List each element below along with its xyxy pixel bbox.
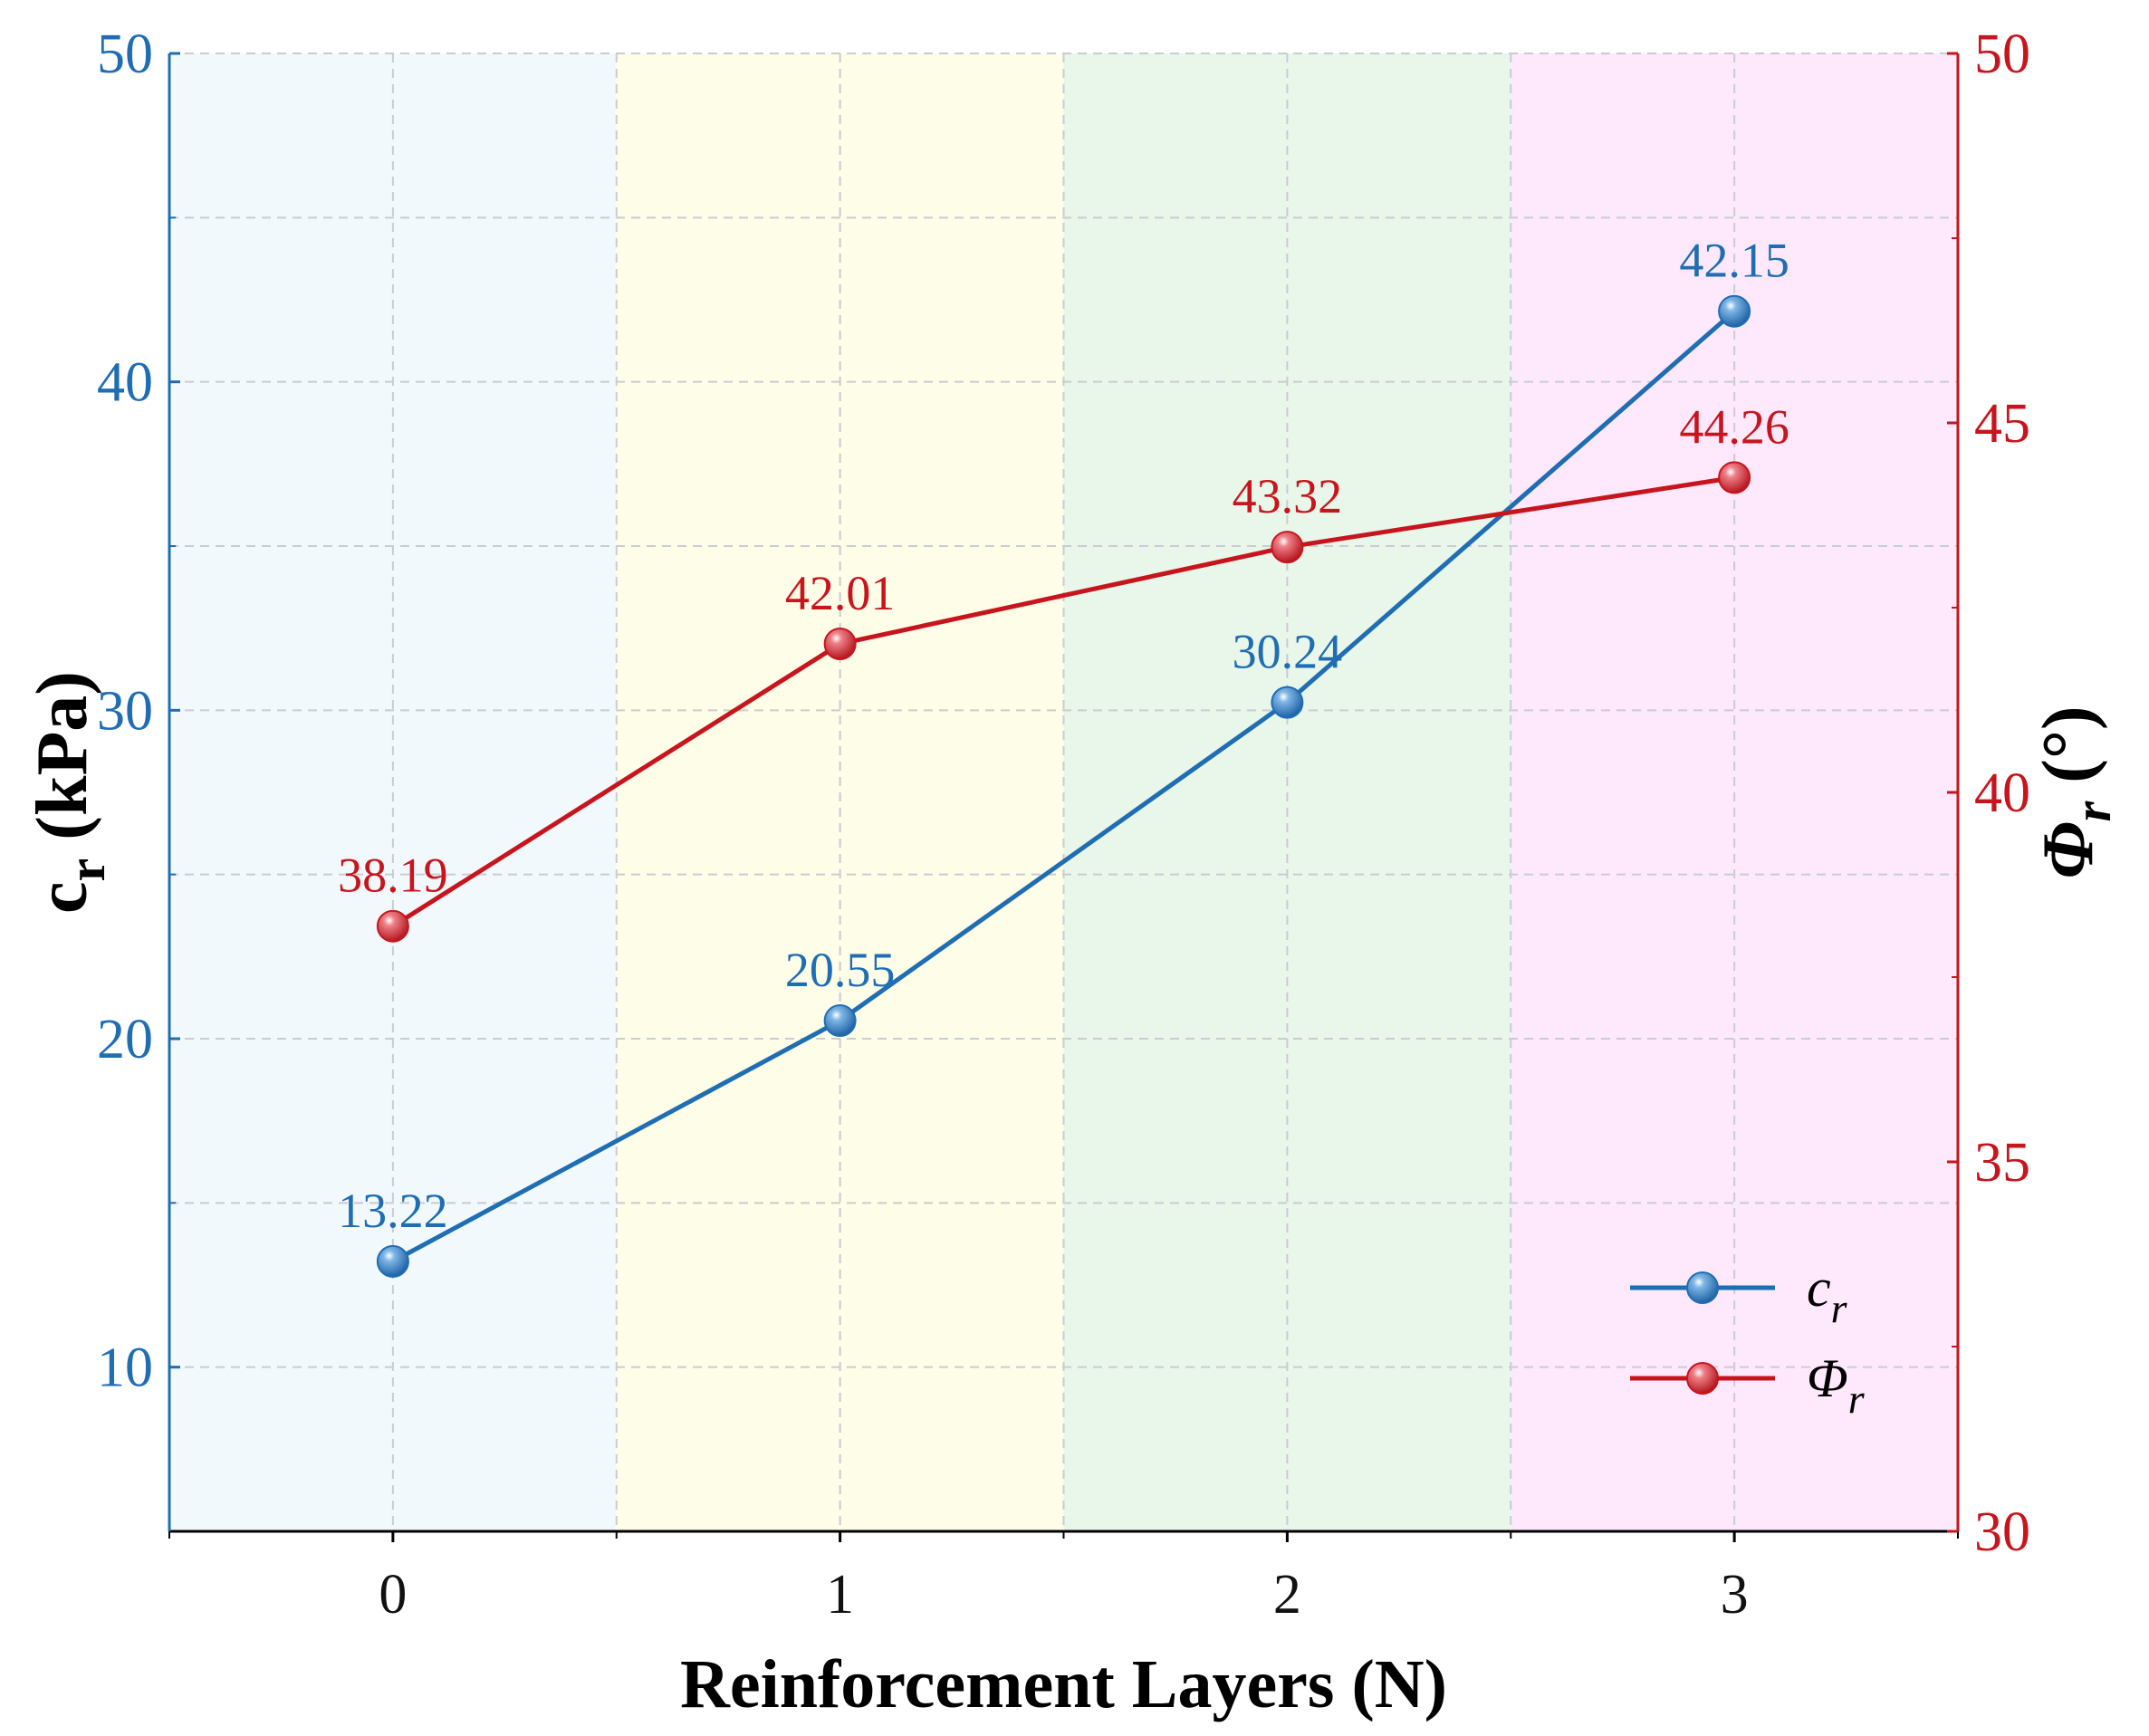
data-label-0-1: 20.55 — [785, 943, 896, 997]
data-label-0-3: 42.15 — [1679, 234, 1789, 288]
legend-label-0: cr — [1807, 1258, 1848, 1331]
left-tick-label: 50 — [97, 24, 153, 85]
left-axis-title: cr (kPa) — [23, 671, 116, 914]
legend-marker-1 — [1686, 1362, 1719, 1395]
x-tick-label: 3 — [1721, 1564, 1749, 1626]
data-point-0-3 — [1718, 294, 1751, 328]
left-tick-label: 30 — [97, 680, 153, 742]
legend: cr Φr — [1630, 1258, 1866, 1422]
right-tick-label: 35 — [1974, 1132, 2030, 1194]
series-line-0 — [391, 309, 1736, 1264]
axis-titles: Reinforcement Layers (N) cr (kPa) Φr (°) — [23, 671, 2122, 1722]
series-line-1 — [391, 475, 1735, 928]
data-point-0-2 — [1271, 686, 1304, 719]
data-point-0-0 — [376, 1244, 409, 1278]
data-point-1-2 — [1271, 531, 1304, 564]
right-tick-label: 40 — [1974, 762, 2030, 824]
data-point-1-0 — [376, 909, 409, 943]
data-point-1-1 — [823, 627, 857, 660]
series-markers — [376, 294, 1751, 1278]
right-tick-label: 50 — [1974, 24, 2030, 85]
x-tick-label: 1 — [826, 1564, 854, 1626]
data-label-0-2: 30.24 — [1233, 625, 1343, 679]
axes: 0 1 2 3 10 20 30 40 50 30 35 40 45 50 — [97, 24, 2030, 1626]
right-tick-label: 30 — [1974, 1501, 2030, 1563]
series-lines — [391, 309, 1736, 1264]
data-label-0-0: 13.22 — [338, 1184, 448, 1238]
x-tick-label: 2 — [1273, 1564, 1301, 1626]
data-label-1-1: 42.01 — [785, 566, 896, 620]
left-tick-label: 10 — [97, 1338, 153, 1399]
right-axis-title: Φr (°) — [2029, 706, 2122, 879]
data-label-1-0: 38.19 — [338, 849, 448, 903]
data-label-1-2: 43.32 — [1233, 469, 1343, 523]
data-label-1-3: 44.26 — [1679, 399, 1789, 454]
legend-label-1: Φr — [1807, 1348, 1866, 1422]
left-tick-label: 40 — [97, 352, 153, 414]
legend-marker-0 — [1686, 1271, 1719, 1304]
left-tick-label: 20 — [97, 1009, 153, 1070]
data-point-0-1 — [823, 1004, 857, 1038]
data-point-1-3 — [1718, 461, 1751, 494]
gridlines — [169, 53, 1958, 1531]
x-axis-title: Reinforcement Layers (N) — [680, 1646, 1447, 1722]
data-labels: 13.22 20.55 30.24 42.15 38.19 42.01 43.32 44.26 — [338, 234, 1789, 1238]
x-tick-label: 0 — [379, 1564, 407, 1626]
right-tick-label: 45 — [1974, 393, 2030, 455]
